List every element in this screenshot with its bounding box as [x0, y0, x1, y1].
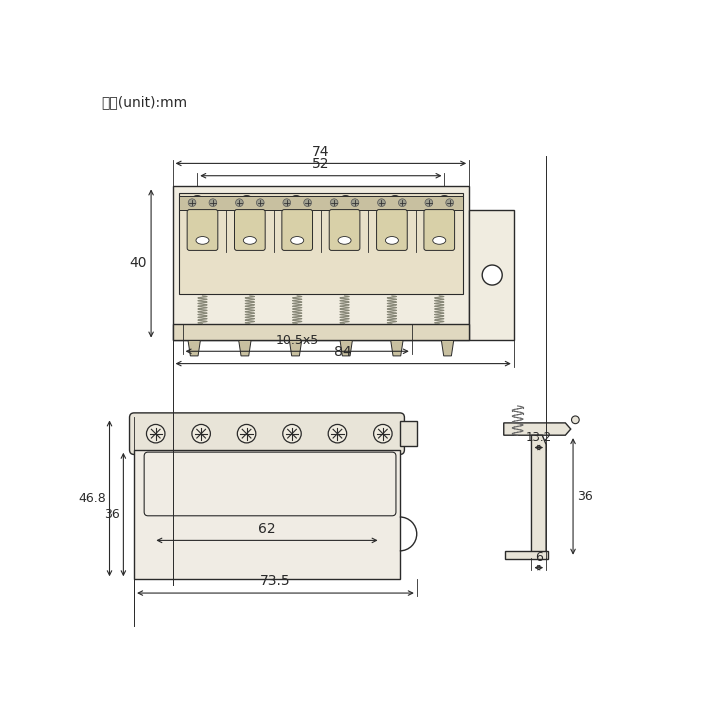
Circle shape — [351, 199, 359, 207]
Circle shape — [304, 199, 312, 207]
Polygon shape — [531, 435, 546, 557]
Circle shape — [446, 199, 454, 207]
Text: 62: 62 — [258, 522, 276, 536]
Polygon shape — [505, 551, 549, 559]
Text: 10.5x5: 10.5x5 — [276, 333, 319, 346]
FancyBboxPatch shape — [377, 210, 408, 251]
Circle shape — [330, 199, 338, 207]
Ellipse shape — [291, 237, 304, 244]
Circle shape — [425, 199, 433, 207]
Circle shape — [283, 424, 301, 443]
Circle shape — [188, 199, 196, 207]
Text: 36: 36 — [104, 508, 120, 521]
FancyBboxPatch shape — [329, 210, 360, 251]
Polygon shape — [504, 423, 571, 435]
Polygon shape — [391, 341, 403, 356]
Text: 36: 36 — [577, 490, 593, 503]
Circle shape — [209, 199, 217, 207]
Circle shape — [482, 265, 503, 285]
Circle shape — [437, 196, 452, 211]
FancyBboxPatch shape — [282, 210, 312, 251]
Ellipse shape — [385, 237, 398, 244]
Circle shape — [387, 196, 402, 211]
Circle shape — [189, 196, 205, 211]
Polygon shape — [469, 210, 514, 341]
Text: 单位(unit):mm: 单位(unit):mm — [101, 96, 187, 109]
Circle shape — [572, 416, 579, 423]
Polygon shape — [289, 341, 302, 356]
Text: 52: 52 — [312, 157, 330, 171]
Ellipse shape — [338, 237, 351, 244]
FancyBboxPatch shape — [235, 210, 265, 251]
Circle shape — [238, 424, 256, 443]
Ellipse shape — [433, 237, 446, 244]
Circle shape — [328, 424, 346, 443]
Circle shape — [289, 196, 304, 211]
Polygon shape — [173, 186, 469, 341]
Polygon shape — [441, 341, 454, 356]
Text: 84: 84 — [334, 345, 352, 359]
FancyBboxPatch shape — [187, 210, 218, 251]
Polygon shape — [239, 341, 251, 356]
Circle shape — [283, 199, 291, 207]
Text: 74: 74 — [312, 145, 330, 159]
Circle shape — [338, 196, 354, 211]
Ellipse shape — [243, 237, 256, 244]
Circle shape — [192, 424, 210, 443]
Text: 6: 6 — [535, 551, 543, 564]
Text: 46.8: 46.8 — [78, 492, 106, 505]
Circle shape — [374, 424, 392, 443]
Polygon shape — [134, 450, 400, 579]
Circle shape — [239, 196, 254, 211]
Polygon shape — [179, 193, 463, 294]
Text: 13.2: 13.2 — [526, 431, 552, 444]
Polygon shape — [188, 341, 200, 356]
Polygon shape — [400, 421, 417, 446]
Circle shape — [256, 199, 264, 207]
Circle shape — [235, 199, 243, 207]
Polygon shape — [340, 341, 352, 356]
Circle shape — [398, 199, 406, 207]
Polygon shape — [173, 323, 469, 341]
Circle shape — [377, 199, 385, 207]
FancyBboxPatch shape — [130, 413, 405, 454]
Polygon shape — [179, 196, 463, 210]
Ellipse shape — [196, 237, 209, 244]
Circle shape — [146, 424, 165, 443]
FancyBboxPatch shape — [424, 210, 454, 251]
Text: 73.5: 73.5 — [260, 575, 291, 588]
Text: 40: 40 — [130, 256, 148, 271]
